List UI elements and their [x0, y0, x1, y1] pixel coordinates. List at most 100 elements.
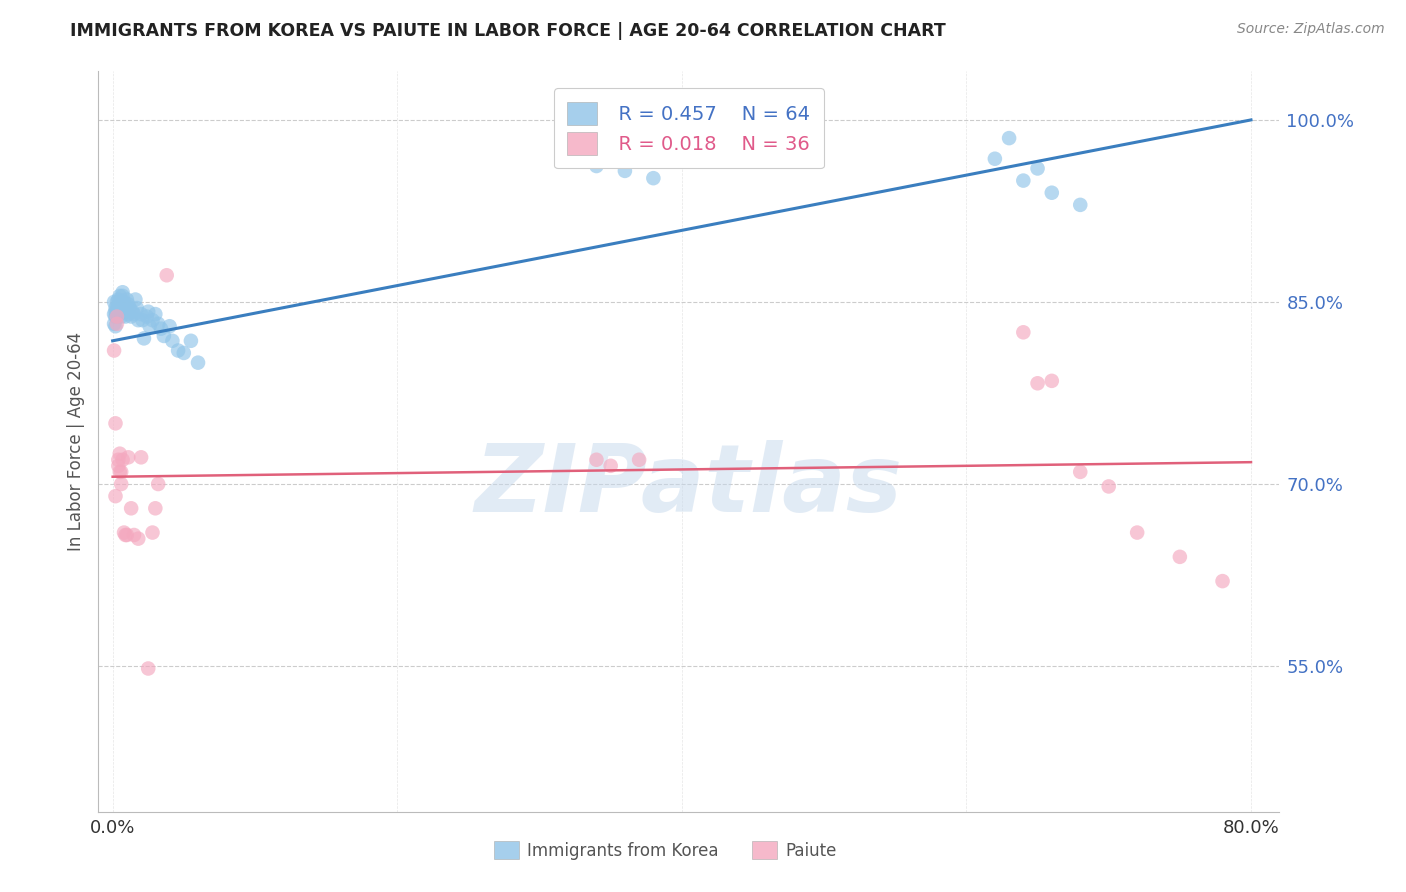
Point	[1098, 479, 1121, 493]
Point	[117, 307, 139, 321]
Point	[111, 289, 134, 303]
Point	[159, 319, 181, 334]
Point	[131, 313, 153, 327]
Point	[120, 501, 142, 516]
Point	[104, 304, 127, 318]
Point	[115, 293, 138, 307]
Point	[105, 317, 128, 331]
Point	[118, 301, 141, 315]
Text: Source: ZipAtlas.com: Source: ZipAtlas.com	[1237, 22, 1385, 37]
Point	[115, 301, 138, 315]
Point	[105, 307, 128, 321]
Point	[110, 301, 132, 315]
Point	[117, 450, 139, 465]
Point	[122, 528, 145, 542]
Point	[143, 501, 166, 516]
Point	[628, 452, 651, 467]
Point	[107, 299, 129, 313]
Point	[585, 159, 607, 173]
Point	[108, 465, 131, 479]
Point	[110, 310, 132, 324]
Point	[1168, 549, 1191, 564]
Point	[187, 356, 209, 370]
Point	[129, 307, 152, 321]
Point	[110, 465, 132, 479]
Point	[125, 301, 148, 315]
Point	[153, 329, 176, 343]
Point	[132, 331, 155, 345]
Point	[107, 307, 129, 321]
Point	[599, 458, 621, 473]
Point	[103, 307, 125, 321]
Point	[1026, 376, 1049, 391]
Point	[107, 458, 129, 473]
Point	[1040, 186, 1063, 200]
Point	[173, 346, 195, 360]
Point	[112, 525, 135, 540]
Y-axis label: In Labor Force | Age 20-64: In Labor Force | Age 20-64	[66, 332, 84, 551]
Point	[103, 343, 125, 358]
Point	[122, 307, 145, 321]
Point	[104, 489, 127, 503]
Point	[104, 417, 127, 431]
Point	[180, 334, 202, 348]
Point	[104, 301, 127, 315]
Point	[108, 295, 131, 310]
Point	[585, 452, 607, 467]
Point	[129, 450, 152, 465]
Text: ZIPatlas: ZIPatlas	[475, 440, 903, 532]
Point	[150, 321, 173, 335]
Point	[138, 319, 160, 334]
Text: 80.0%: 80.0%	[1223, 819, 1279, 837]
Point	[114, 528, 136, 542]
Point	[1012, 326, 1035, 340]
Point	[162, 334, 184, 348]
Point	[108, 301, 131, 315]
Point	[104, 319, 127, 334]
Point	[167, 343, 190, 358]
Point	[1040, 374, 1063, 388]
Point	[105, 295, 128, 310]
Point	[105, 310, 128, 324]
Point	[1069, 198, 1091, 212]
Point	[156, 268, 179, 283]
Point	[148, 317, 170, 331]
Point	[998, 131, 1021, 145]
Point	[105, 310, 128, 324]
Point	[108, 304, 131, 318]
Point	[643, 171, 665, 186]
Point	[1012, 173, 1035, 187]
Point	[141, 313, 163, 327]
Point	[108, 289, 131, 303]
Point	[112, 295, 135, 310]
Point	[120, 310, 142, 324]
Point	[110, 295, 132, 310]
Point	[121, 304, 143, 318]
Point	[103, 317, 125, 331]
Point	[148, 477, 170, 491]
Legend: Immigrants from Korea, Paiute: Immigrants from Korea, Paiute	[488, 835, 844, 866]
Point	[127, 313, 149, 327]
Point	[1069, 465, 1091, 479]
Point	[115, 528, 138, 542]
Point	[107, 293, 129, 307]
Point	[127, 532, 149, 546]
Point	[103, 295, 125, 310]
Point	[111, 285, 134, 300]
Point	[107, 452, 129, 467]
Text: IMMIGRANTS FROM KOREA VS PAIUTE IN LABOR FORCE | AGE 20-64 CORRELATION CHART: IMMIGRANTS FROM KOREA VS PAIUTE IN LABOR…	[70, 22, 946, 40]
Point	[1126, 525, 1149, 540]
Point	[613, 164, 636, 178]
Point	[143, 307, 166, 321]
Point	[117, 297, 139, 311]
Point	[1212, 574, 1234, 588]
Point	[114, 310, 136, 324]
Point	[112, 297, 135, 311]
Point	[105, 301, 128, 315]
Point	[111, 452, 134, 467]
Point	[984, 152, 1007, 166]
Point	[1026, 161, 1049, 176]
Point	[124, 293, 146, 307]
Point	[135, 310, 157, 324]
Point	[141, 525, 163, 540]
